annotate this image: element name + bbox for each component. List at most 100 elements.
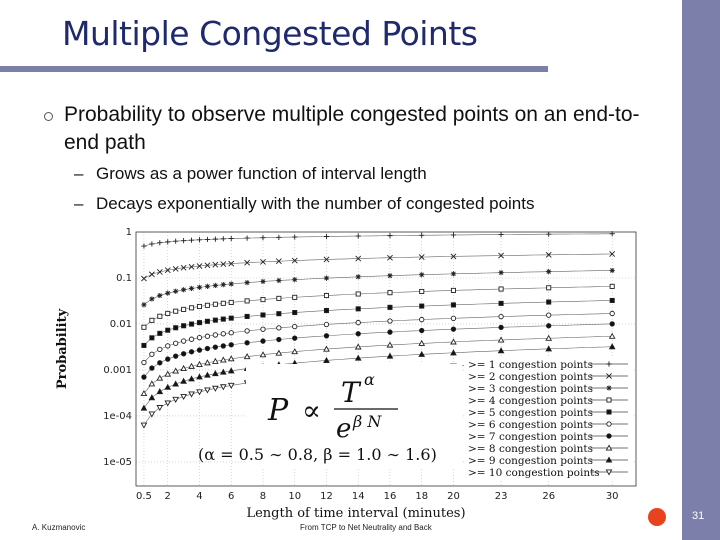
- series-9-point: [219, 368, 227, 375]
- series-9-point: [188, 375, 195, 382]
- series-4-point: [244, 298, 250, 304]
- series-6-point: [244, 328, 250, 334]
- series-7-point: [355, 331, 361, 337]
- series-8-point: [497, 336, 505, 343]
- series-6-point: [212, 332, 219, 338]
- series-5-point: [181, 323, 187, 329]
- series-3-point: [498, 270, 504, 276]
- series-8-point: [188, 362, 195, 369]
- series-8-point: [608, 332, 616, 339]
- series-3-point: [609, 267, 615, 274]
- x-tick-label: 8: [260, 491, 266, 502]
- series-1-point: [149, 241, 155, 247]
- series-9-point: [204, 371, 211, 378]
- series-9-point: [545, 345, 553, 352]
- series-9-point: [180, 377, 187, 384]
- series-4-point: [228, 299, 234, 305]
- series-5-point: [165, 327, 171, 333]
- series-10-point: [164, 400, 172, 407]
- series-8-point: [204, 359, 211, 366]
- series-1-point: [204, 236, 211, 243]
- series-1-point: [188, 237, 195, 243]
- series-3-point: [220, 282, 226, 288]
- series-6-point: [546, 312, 552, 318]
- series-3-fit-line: [143, 270, 613, 306]
- series-4-point: [173, 308, 179, 314]
- y-tick-label: 1e-04: [103, 411, 132, 422]
- series-6-point: [260, 326, 266, 332]
- legend-label: >= 10 congestion points: [468, 467, 600, 479]
- x-axis-label: Length of time interval (minutes): [246, 506, 465, 520]
- series-1-point: [196, 237, 203, 243]
- series-5-point: [228, 315, 234, 321]
- legend-marker: [606, 361, 612, 367]
- sub-bullet-1-text: Grows as a power function of interval le…: [96, 164, 427, 183]
- series-5-point: [157, 330, 163, 336]
- x-tick-label: 12: [320, 491, 333, 502]
- series-1-point: [292, 234, 298, 240]
- series-9-point: [227, 367, 235, 374]
- series-7-point: [323, 333, 330, 339]
- series-5-point: [498, 300, 504, 306]
- series-4-point: [260, 297, 266, 303]
- legend-marker: [606, 433, 612, 439]
- series-4-point: [450, 287, 456, 293]
- series-3-point: [165, 290, 171, 296]
- probability-chart: 0.5 2 4 6 8 10 12 14 16 18 20 23 26 30 1e-05 1e-04 0.001…: [55, 227, 637, 520]
- series-8-point: [450, 338, 457, 345]
- y-tick-label: 1e-05: [103, 457, 132, 468]
- series-3-point: [228, 281, 234, 287]
- legend-marker: [606, 397, 612, 403]
- series-4-point: [220, 300, 226, 306]
- series-3-point: [387, 273, 393, 279]
- plot-frame: [135, 231, 637, 487]
- series-3-point: [188, 285, 195, 292]
- series-5-point: [204, 318, 210, 324]
- series-3-point: [546, 269, 552, 275]
- series-1-point: [450, 232, 457, 238]
- series-1-point: [220, 236, 226, 242]
- series-2-point: [291, 257, 298, 264]
- series-7-point: [204, 345, 211, 352]
- series-6-point: [157, 346, 163, 353]
- series-1-point: [165, 239, 171, 245]
- series-7-point: [292, 335, 298, 341]
- series-2-point: [609, 251, 616, 257]
- series-6-point: [141, 359, 147, 366]
- series-10-point: [156, 405, 164, 412]
- x-tick-label: 20: [447, 491, 460, 502]
- series-2-point: [212, 261, 219, 268]
- series-7-point: [180, 351, 187, 357]
- series-5-point: [292, 310, 298, 316]
- title-underline: [0, 66, 548, 72]
- series-8-point: [219, 356, 227, 363]
- series-5-point: [323, 307, 330, 314]
- series-3-point: [260, 278, 266, 285]
- series-3-point: [157, 292, 163, 299]
- dash-icon: –: [74, 194, 84, 213]
- series-8-point: [148, 380, 156, 387]
- series-8-point: [227, 355, 235, 362]
- page-number: 31: [692, 510, 705, 522]
- x-tick-label: 4: [196, 491, 202, 502]
- legend-label: >= 6 congestion points: [468, 419, 593, 431]
- series-3-point: [292, 277, 298, 283]
- series-4-point: [157, 313, 163, 319]
- series-1-point: [181, 238, 187, 244]
- series-3-point: [149, 296, 155, 302]
- series-10-point: [196, 389, 203, 396]
- series-6-point: [220, 331, 226, 337]
- series-3-point: [323, 275, 330, 281]
- series-6-point: [355, 319, 361, 326]
- series-2-point: [188, 263, 195, 270]
- series-4-point: [292, 294, 298, 300]
- series-7-point: [212, 344, 219, 350]
- series-5-point: [220, 316, 226, 322]
- series-2-point: [545, 251, 552, 258]
- series-9-point: [323, 356, 330, 363]
- series-10-point: [148, 411, 156, 418]
- series-7-point: [196, 347, 203, 353]
- series-2-point: [156, 269, 163, 275]
- series-7-point: [387, 329, 393, 335]
- legend-marker: [605, 456, 613, 463]
